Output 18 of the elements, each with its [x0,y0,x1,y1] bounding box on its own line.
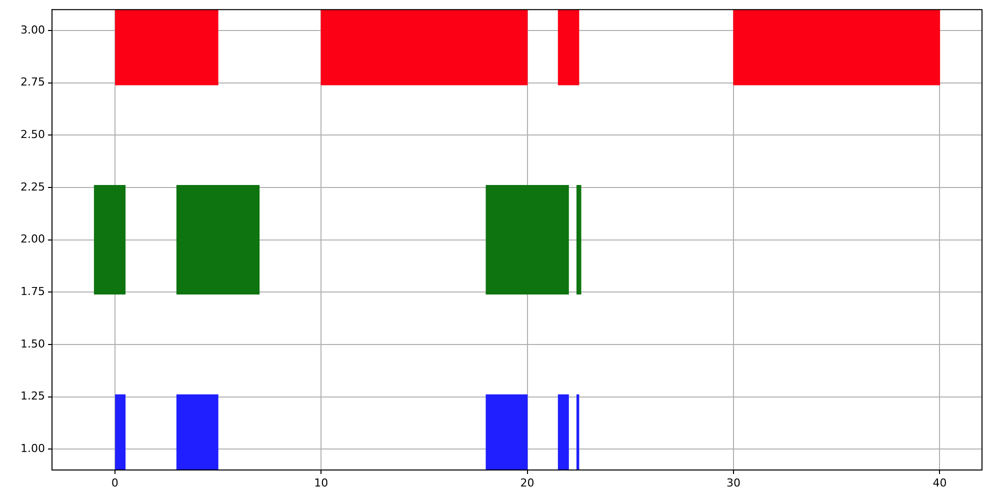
x-tick-label: 10 [314,476,328,490]
y-tick-label: 2.50 [20,128,45,142]
bar [576,185,582,295]
x-tick-label: 40 [932,476,947,490]
x-tick-label: 20 [520,476,534,490]
y-tick-label: 1.75 [20,284,45,298]
y-tick-label: 2.25 [20,180,45,194]
y-tick-label: 1.00 [20,442,45,455]
y-tick-label: 1.25 [20,390,45,403]
bar [486,185,569,295]
y-tick-label: 3.00 [20,23,45,36]
bar [94,185,126,295]
y-tick-label: 1.50 [20,337,45,350]
bar [176,185,260,295]
x-tick-label: 30 [726,476,741,490]
x-tick-label: 0 [111,476,118,490]
y-tick-label: 2.75 [20,76,45,89]
y-tick-label: 2.00 [20,232,45,246]
